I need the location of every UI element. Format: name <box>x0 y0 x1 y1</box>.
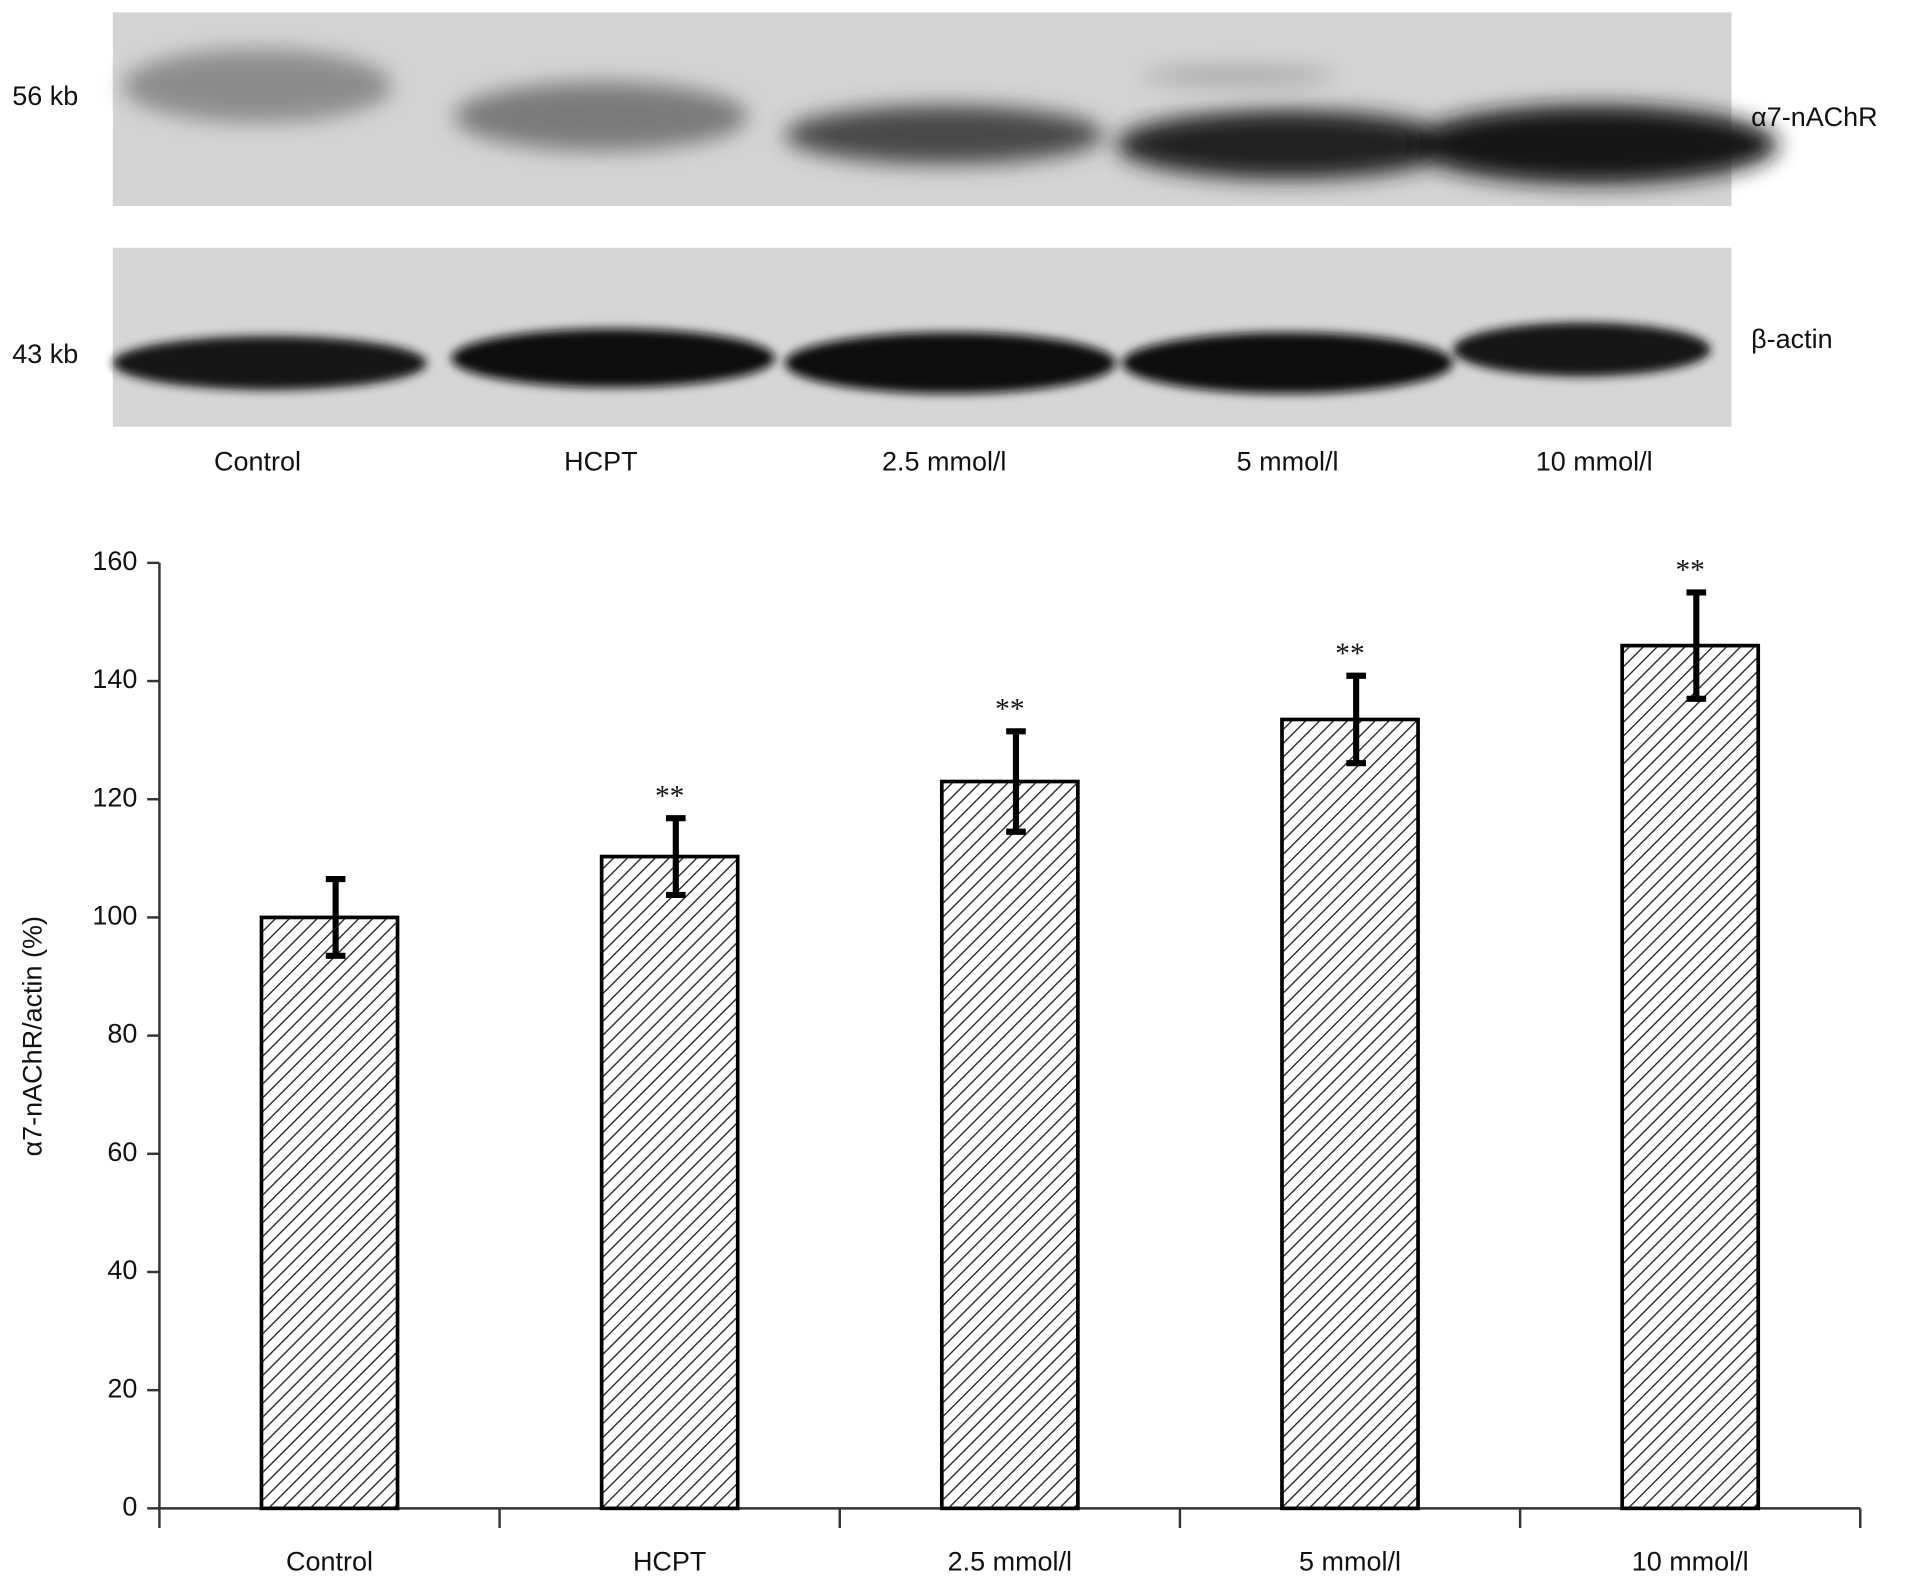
bar <box>1620 643 1761 1511</box>
blot-size: 43 kb <box>12 339 78 369</box>
error-bar <box>1006 728 1026 835</box>
lane-label: HCPT <box>564 447 637 477</box>
blot-bands <box>122 49 1779 184</box>
lane-label: Control <box>214 447 301 477</box>
y-tick-label: 0 <box>122 1491 137 1521</box>
y-tick-label: 120 <box>92 782 137 812</box>
error-bar <box>1686 589 1707 702</box>
error-bar <box>1346 672 1366 767</box>
lane-label: 5 mmol/l <box>1237 447 1339 477</box>
x-tick-label: 2.5 mmol/l <box>948 1547 1072 1577</box>
y-tick-label: 40 <box>107 1255 137 1285</box>
error-bar <box>665 815 686 899</box>
blot-protein: α7-nAChR <box>1751 102 1878 132</box>
error-bar <box>325 875 346 959</box>
blot-protein: β-actin <box>1751 324 1832 354</box>
significance: ** <box>995 693 1024 725</box>
y-tick-label: 100 <box>92 901 137 931</box>
blot-bands <box>112 322 1711 394</box>
y-tick-label: 80 <box>107 1019 137 1049</box>
y-axis-label: α7-nAChR/actin (%) <box>17 916 47 1156</box>
x-tick-label: 5 mmol/l <box>1299 1547 1401 1577</box>
x-tick-label: Control <box>286 1547 373 1577</box>
significance: ** <box>1675 555 1704 587</box>
y-tick-label: 60 <box>107 1137 137 1167</box>
x-tick-label: 10 mmol/l <box>1632 1547 1749 1577</box>
significance: ** <box>1335 638 1364 670</box>
y-tick-label: 20 <box>107 1373 137 1403</box>
x-tick-label: HCPT <box>633 1547 706 1577</box>
y-tick-label: 140 <box>92 664 137 694</box>
bar <box>1280 717 1420 1511</box>
western-blot: 56 kb 43 kb α7-nAChR β-actin <box>12 12 1878 427</box>
blot-size: 56 kb <box>12 81 78 111</box>
bar <box>259 915 400 1511</box>
y-tick-label: 160 <box>92 546 137 576</box>
bar <box>599 854 740 1511</box>
bar <box>939 779 1080 1511</box>
significance: ** <box>655 780 684 812</box>
lane-label: 2.5 mmol/l <box>882 447 1006 477</box>
lane-label: 10 mmol/l <box>1536 447 1653 477</box>
